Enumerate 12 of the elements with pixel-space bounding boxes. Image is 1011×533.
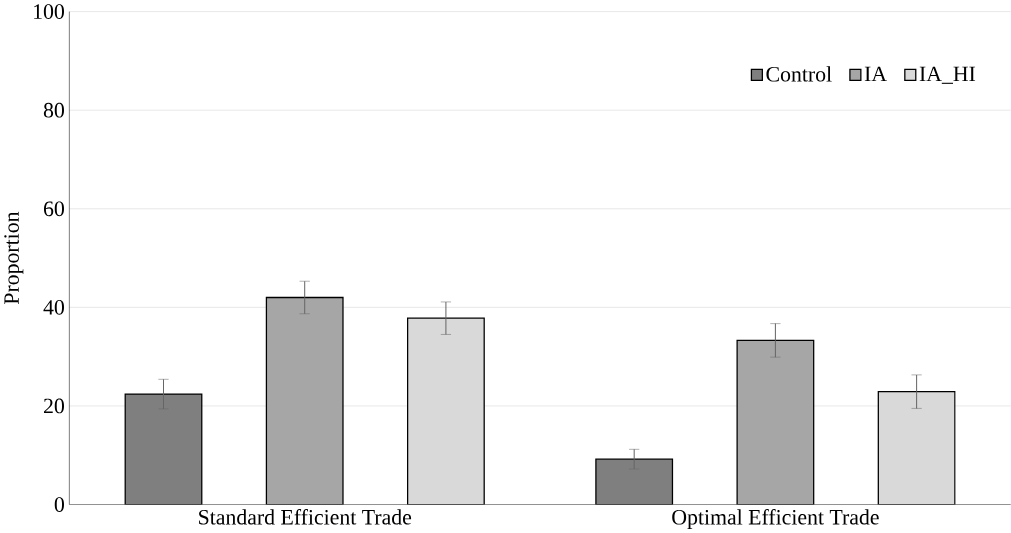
legend-label: IA [864, 66, 887, 81]
legend-label: Control [766, 66, 832, 82]
x-tick-label: Optimal Efficient Trade [672, 508, 879, 529]
x-tick-label: Standard Efficient Trade [199, 508, 412, 525]
y-tick-label: 60 [43, 201, 64, 216]
y-axis-title: Proportion [4, 211, 24, 304]
y-tick-label: 0 [54, 497, 64, 512]
y-tick-label: 100 [34, 4, 64, 19]
legend-label: IA_HI [919, 66, 976, 84]
y-tick-label: 20 [44, 398, 64, 414]
y-tick-label: 40 [43, 299, 64, 315]
y-tick-label: 80 [43, 102, 64, 118]
